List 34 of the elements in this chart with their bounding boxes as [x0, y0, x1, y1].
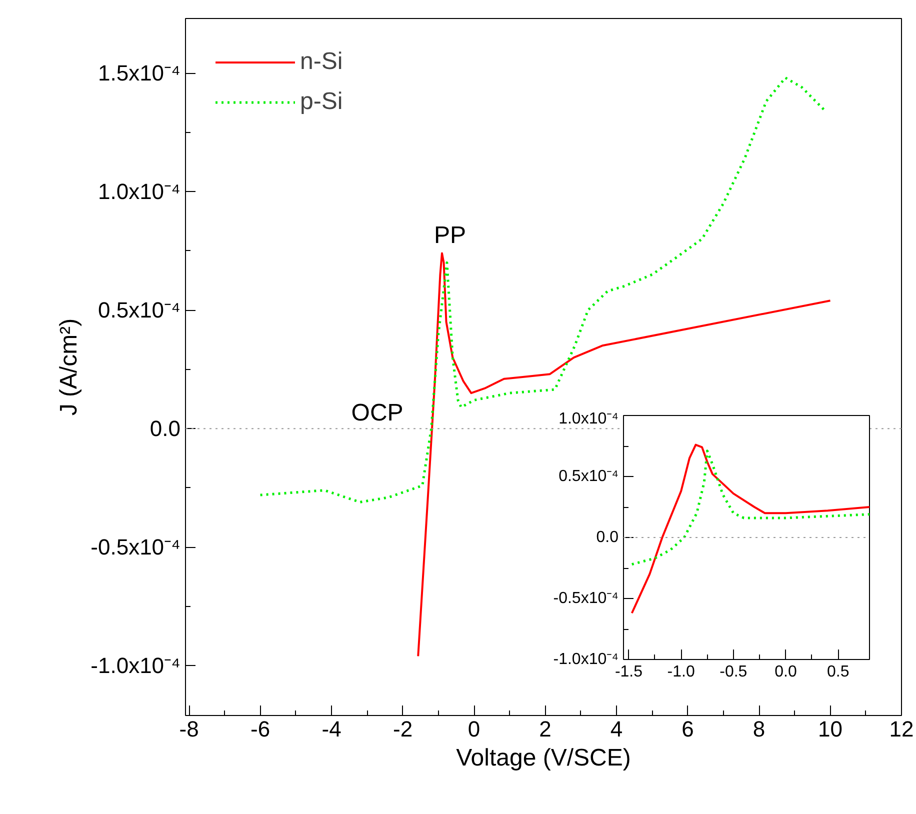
line-series: [630, 450, 870, 566]
x-tick-label: 12: [889, 716, 914, 742]
x-tick-label: -2: [393, 716, 413, 742]
legend-label: n-Si: [300, 48, 343, 76]
line-series: [259, 76, 827, 504]
x-tick-label: -8: [179, 716, 199, 742]
annotation: OCP: [351, 400, 404, 427]
y-tick-label: 0.5x10⁻⁴: [558, 468, 619, 485]
annotation: PP: [434, 222, 466, 250]
line-series: [630, 444, 870, 614]
x-tick-label: -6: [250, 716, 270, 742]
x-tick-label: 0: [468, 716, 480, 742]
y-tick-label: 0.0: [596, 529, 619, 546]
x-tick-label: 4: [610, 716, 623, 742]
y-tick-label: 1.0x10⁻⁴: [98, 179, 181, 204]
x-axis-title: Voltage (V/SCE): [456, 744, 631, 772]
legend-label: p-Si: [300, 88, 343, 116]
x-tick-label: -0.5: [720, 664, 748, 680]
y-axis-title: J (A/cm²): [56, 318, 83, 416]
y-tick-label: 0.0: [150, 416, 181, 442]
x-tick-label: 2: [539, 716, 552, 742]
x-tick-label: 10: [818, 716, 843, 742]
x-tick-label: -4: [322, 716, 342, 742]
x-tick-label: 0.5: [826, 664, 850, 680]
y-tick-label: -0.5x10⁻⁴: [553, 590, 619, 607]
y-tick-label: 1.0x10⁻⁴: [558, 410, 619, 428]
y-tick-label: 0.5x10⁻⁴: [98, 298, 181, 323]
x-tick-label: 8: [752, 716, 766, 742]
x-tick-label: -1.0: [667, 664, 695, 680]
x-tick-label: 6: [682, 716, 694, 742]
y-tick-label: 1.5x10⁻⁴: [98, 60, 181, 86]
y-tick-label: -1.0x10⁻⁴: [90, 653, 181, 678]
x-tick-label: 0.0: [774, 664, 797, 680]
y-tick-label: -0.5x10⁻⁴: [90, 534, 181, 560]
